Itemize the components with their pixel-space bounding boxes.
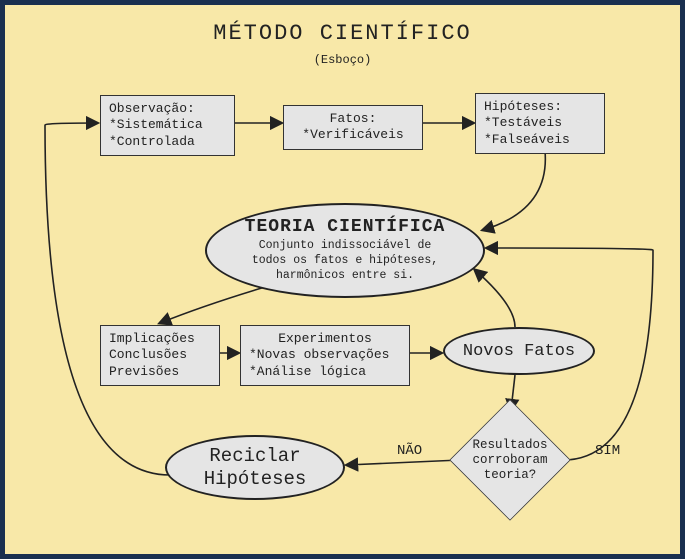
node-observacao-line1: *Sistemática bbox=[109, 117, 203, 132]
node-implicacoes-line1: Implicações bbox=[109, 331, 195, 346]
node-hipoteses-line2: *Falseáveis bbox=[484, 132, 570, 147]
node-teoria: TEORIA CIENTÍFICA Conjunto indissociável… bbox=[205, 203, 485, 298]
node-decisao-text: Resultadoscorroboramteoria? bbox=[472, 438, 547, 483]
node-experimentos-line2: *Análise lógica bbox=[249, 364, 366, 379]
node-observacao-header: Observação: bbox=[109, 101, 226, 117]
node-hipoteses-line1: *Testáveis bbox=[484, 115, 562, 130]
node-fatos-header: Fatos: bbox=[292, 111, 414, 127]
node-observacao-line2: *Controlada bbox=[109, 134, 195, 149]
node-reciclar-text: ReciclarHipóteses bbox=[204, 445, 307, 491]
node-reciclar: ReciclarHipóteses bbox=[165, 435, 345, 500]
diagram-title: MÉTODO CIENTÍFICO bbox=[5, 21, 680, 46]
node-fatos: Fatos: *Verificáveis bbox=[283, 105, 423, 150]
node-experimentos-line1: *Novas observações bbox=[249, 347, 389, 362]
node-implicacoes-line2: Conclusões bbox=[109, 347, 187, 362]
node-implicacoes-line3: Previsões bbox=[109, 364, 179, 379]
diagram-subtitle: (Esboço) bbox=[5, 53, 680, 67]
edge-label-sim: SIM bbox=[595, 443, 620, 459]
node-experimentos-header: Experimentos bbox=[249, 331, 401, 347]
node-decisao: Resultadoscorroboramteoria? bbox=[455, 405, 565, 515]
node-experimentos: Experimentos *Novas observações *Análise… bbox=[240, 325, 410, 386]
node-fatos-line1: *Verificáveis bbox=[302, 127, 403, 142]
node-teoria-title: TEORIA CIENTÍFICA bbox=[245, 217, 446, 237]
node-hipoteses: Hipóteses: *Testáveis *Falseáveis bbox=[475, 93, 605, 154]
node-novos-fatos-text: Novos Fatos bbox=[463, 342, 575, 361]
node-observacao: Observação: *Sistemática *Controlada bbox=[100, 95, 235, 156]
node-novos-fatos: Novos Fatos bbox=[443, 327, 595, 375]
node-teoria-subtitle: Conjunto indissociável detodos os fatos … bbox=[252, 239, 438, 284]
node-implicacoes: Implicações Conclusões Previsões bbox=[100, 325, 220, 386]
edge-label-nao: NÃO bbox=[397, 443, 422, 459]
node-hipoteses-header: Hipóteses: bbox=[484, 99, 596, 115]
